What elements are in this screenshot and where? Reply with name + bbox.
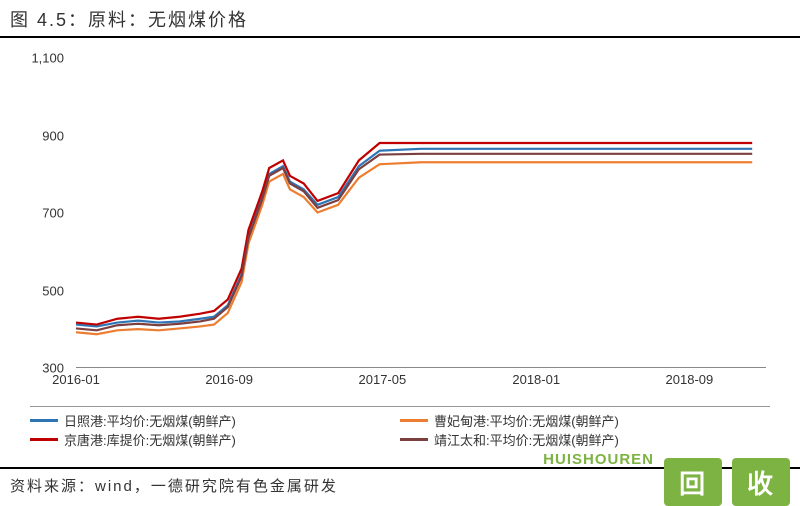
- legend-label: 靖江太和:平均价:无烟煤(朝鲜产): [434, 430, 619, 449]
- legend-swatch: [30, 438, 58, 441]
- plot-region: [76, 58, 766, 368]
- watermark-box-2: 收: [732, 458, 790, 506]
- figure-container: 图 4.5：原料：无烟煤价格 3005007009001,100 2016-01…: [0, 0, 800, 500]
- line-series-svg: [76, 58, 766, 367]
- legend-swatch: [400, 419, 428, 422]
- x-tick-label: 2018-01: [512, 372, 560, 387]
- series-line: [76, 149, 752, 327]
- y-tick-label: 900: [42, 128, 64, 143]
- legend-swatch: [30, 419, 58, 422]
- x-tick-label: 2018-09: [666, 372, 714, 387]
- legend-label: 曹妃甸港:平均价:无烟煤(朝鲜产): [434, 411, 619, 430]
- x-tick-label: 2016-01: [52, 372, 100, 387]
- legend-row: 日照港:平均价:无烟煤(朝鲜产) 曹妃甸港:平均价:无烟煤(朝鲜产): [30, 411, 770, 430]
- x-tick-label: 2017-05: [359, 372, 407, 387]
- legend-item: 日照港:平均价:无烟煤(朝鲜产): [30, 411, 400, 430]
- legend-label: 日照港:平均价:无烟煤(朝鲜产): [64, 411, 236, 430]
- legend: 日照港:平均价:无烟煤(朝鲜产)曹妃甸港:平均价:无烟煤(朝鲜产)京唐港:库提价…: [30, 406, 770, 449]
- figure-title: 图 4.5：原料：无烟煤价格: [10, 6, 790, 32]
- series-line: [76, 143, 752, 325]
- chart-area: 3005007009001,100 2016-012016-092017-052…: [20, 48, 780, 408]
- y-tick-label: 500: [42, 283, 64, 298]
- legend-item: 曹妃甸港:平均价:无烟煤(朝鲜产): [400, 411, 770, 430]
- series-line: [76, 154, 752, 331]
- legend-item: 京唐港:库提价:无烟煤(朝鲜产): [30, 430, 400, 449]
- y-tick-label: 700: [42, 206, 64, 221]
- y-tick-label: 1,100: [31, 51, 64, 66]
- legend-item: 靖江太和:平均价:无烟煤(朝鲜产): [400, 430, 770, 449]
- watermark-text: HUISHOUREN: [543, 451, 654, 468]
- y-axis: 3005007009001,100: [20, 48, 70, 368]
- x-tick-label: 2016-09: [205, 372, 253, 387]
- legend-swatch: [400, 438, 428, 441]
- watermark-box-1: 回: [664, 458, 722, 506]
- title-bar: 图 4.5：原料：无烟煤价格: [0, 0, 800, 38]
- watermark-logo: 回 收: [660, 450, 790, 498]
- legend-row: 京唐港:库提价:无烟煤(朝鲜产) 靖江太和:平均价:无烟煤(朝鲜产): [30, 430, 770, 449]
- series-line: [76, 162, 752, 334]
- legend-label: 京唐港:库提价:无烟煤(朝鲜产): [64, 430, 236, 449]
